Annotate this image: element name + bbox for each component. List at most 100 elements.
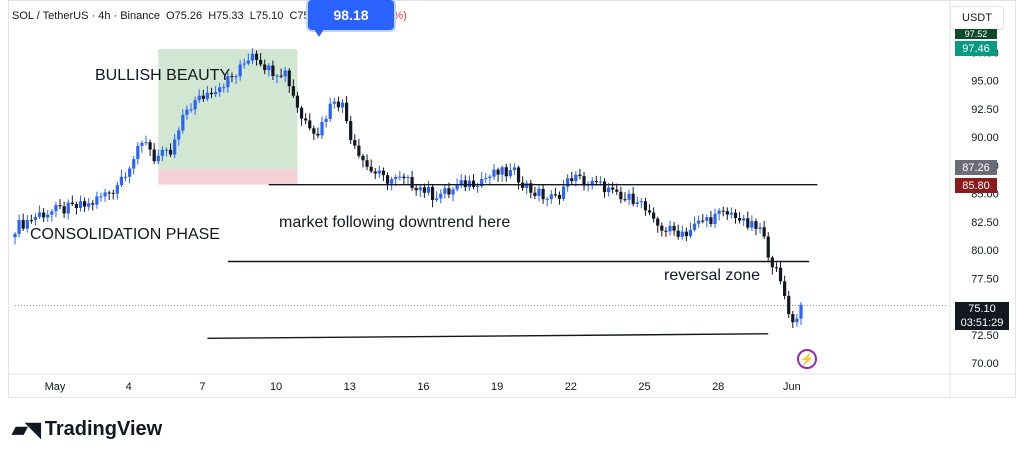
chart-frame[interactable]: 97.5095.0092.5090.0087.5085.0082.5080.00… (8, 0, 1016, 398)
candle-body (537, 188, 541, 196)
candle-body (377, 170, 381, 174)
candle-body (271, 65, 275, 76)
candle-body (467, 180, 472, 188)
brand[interactable]: ▰◥ TradingView (12, 417, 162, 442)
currency-button[interactable]: USDT (950, 6, 1004, 30)
open-value: O75.26 (166, 10, 203, 22)
candle-body (222, 87, 226, 89)
candle-body (312, 128, 316, 134)
candle-body (594, 180, 598, 182)
candle-body (602, 181, 607, 193)
candle-body (664, 230, 668, 232)
candle-body (402, 176, 406, 179)
candle-body (582, 176, 586, 186)
candle-body (54, 205, 58, 212)
candle-body (340, 102, 345, 108)
candle-body (242, 63, 246, 65)
candle-body (561, 186, 566, 199)
candle-body (46, 214, 50, 218)
candle-body (406, 177, 410, 179)
candle-body (414, 187, 418, 191)
candle-body (123, 176, 128, 178)
candle-body (128, 168, 132, 177)
candle-body (185, 109, 189, 115)
candle-body (717, 210, 721, 214)
candle-body (279, 75, 283, 77)
candle-body (144, 142, 148, 144)
brand-name: TradingView (44, 418, 163, 440)
candle-body (492, 169, 496, 177)
candle-body (173, 139, 177, 155)
candle-body (13, 233, 17, 238)
candle-body (525, 183, 529, 189)
candle-body (320, 121, 324, 136)
candle-body (373, 171, 377, 174)
candle-body (111, 192, 115, 194)
candle-body (230, 76, 234, 78)
candle-body (508, 170, 512, 177)
candle-body (254, 53, 259, 60)
candle-body (529, 183, 533, 193)
candle-body (627, 193, 631, 200)
bullish-beauty-label[interactable]: BULLISH BEAUTY (95, 67, 231, 84)
candle-body (103, 192, 107, 197)
candle-body (463, 180, 467, 188)
downtrend-label[interactable]: market following downtrend here (279, 214, 511, 231)
candle-body (484, 178, 488, 180)
candle-body (496, 169, 500, 175)
candle-body (299, 107, 304, 119)
x-tick-label: 16 (417, 381, 429, 393)
candle-body (398, 176, 402, 178)
candle-body (447, 188, 451, 195)
consolidation-label[interactable]: CONSOLIDATION PHASE (30, 226, 220, 243)
candle-body (394, 176, 398, 180)
candle-body (631, 193, 635, 204)
candle-body (729, 212, 734, 215)
candle-body (361, 155, 365, 161)
candle-body (283, 70, 287, 77)
candle-body (119, 176, 124, 186)
candle-body (390, 179, 394, 184)
candlestick-plot[interactable]: 97.5095.0092.5090.0087.5085.0082.5080.00… (9, 1, 1015, 397)
candle-body (758, 227, 762, 229)
reversal-zone-label[interactable]: reversal zone (664, 267, 761, 284)
candle-body (87, 203, 91, 207)
candle-body (721, 210, 725, 212)
candle-body (275, 75, 279, 77)
candle-body (512, 167, 517, 171)
candle-body (37, 212, 42, 217)
candle-body (107, 192, 111, 194)
candle-body (148, 142, 152, 150)
candle-body (742, 218, 746, 221)
candle-body (754, 221, 758, 229)
candle-body (78, 201, 83, 208)
candle-body (209, 92, 214, 95)
candle-body (21, 220, 25, 229)
candle-body (29, 220, 33, 222)
y-tick-label: 95.00 (971, 76, 999, 88)
loss-zone (158, 168, 298, 185)
candle-body (136, 145, 140, 160)
candle-body (70, 202, 74, 205)
candle-body (95, 196, 99, 205)
candle-body (291, 86, 295, 96)
candle-body (480, 179, 484, 186)
tradingview-logo-icon: ▰◥ (12, 419, 41, 441)
x-tick-label: May (45, 381, 66, 393)
candle-body (455, 185, 459, 190)
symbol-label[interactable]: SOL / TetherUS · 4h · Binance (12, 10, 160, 22)
candle-body (799, 304, 803, 319)
candle-body (439, 193, 443, 199)
lightning-bolt-icon[interactable]: ⚡ (797, 349, 817, 369)
candle-body (459, 180, 463, 186)
price-callout[interactable]: 98.18 (308, 0, 394, 37)
candle-body (783, 281, 787, 296)
candle-body (381, 170, 386, 176)
candle-body (304, 118, 308, 121)
candle-body (226, 76, 230, 88)
candle-body (598, 181, 603, 183)
candle-body (737, 218, 742, 221)
candle-body (557, 194, 562, 199)
y-tick-label: 70.00 (971, 358, 999, 370)
x-tick-label: 4 (126, 381, 132, 393)
